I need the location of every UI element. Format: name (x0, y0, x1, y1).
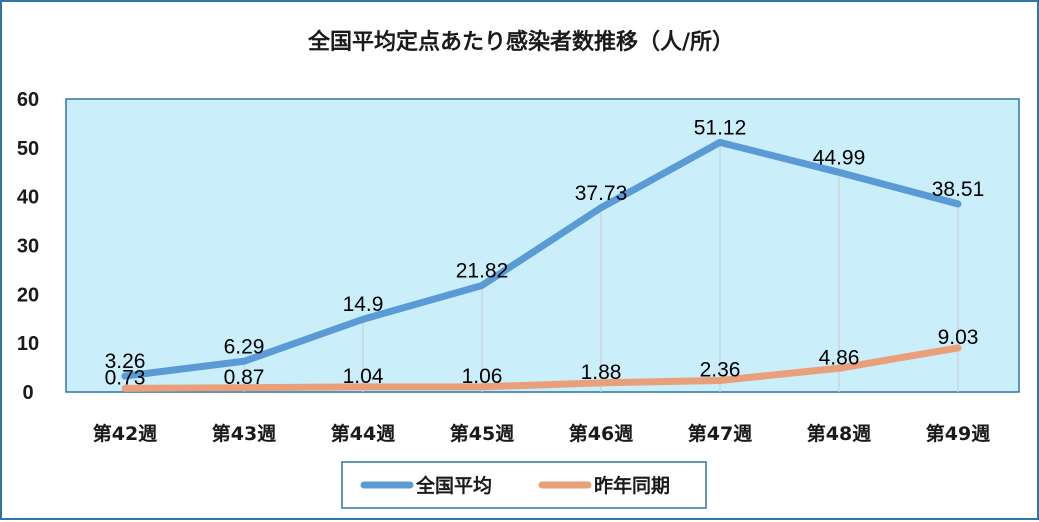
series-line-national-average (121, 138, 962, 380)
data-label: 1.06 (462, 365, 503, 388)
data-label: 44.99 (813, 146, 866, 169)
x-tick-label: 第46週 (569, 422, 633, 445)
y-tick-label: 60 (17, 89, 39, 111)
x-tick-label: 第42週 (93, 422, 157, 445)
chart-title: 全国平均定点あたり感染者数推移（人/所） (307, 29, 734, 55)
legend-label: 昨年同期 (594, 474, 670, 497)
y-tick-label: 20 (17, 284, 39, 306)
x-tick-label: 第49週 (926, 422, 990, 445)
data-label: 4.86 (819, 346, 860, 369)
x-tick-label: 第47週 (688, 422, 752, 445)
data-label: 9.03 (938, 326, 979, 349)
data-label: 21.82 (456, 259, 509, 282)
y-tick-label: 50 (17, 138, 39, 160)
data-label: 51.12 (694, 116, 747, 139)
y-tick-label: 10 (17, 333, 39, 355)
y-tick-label: 40 (17, 187, 39, 209)
data-label: 2.36 (700, 358, 741, 381)
data-label: 38.51 (932, 178, 985, 201)
x-tick-label: 第43週 (212, 422, 276, 445)
data-label: 6.29 (224, 335, 265, 358)
x-axis: 第42週 第43週 第44週 第45週 第46週 第47週 第48週 第49週 (93, 422, 990, 445)
data-label: 1.04 (343, 365, 384, 388)
data-label: 1.88 (581, 361, 622, 384)
data-label: 14.9 (343, 293, 384, 316)
data-label: 0.73 (105, 366, 146, 389)
series-lines (121, 138, 962, 392)
legend: 全国平均 昨年同期 (341, 461, 707, 509)
series-line-last-year (121, 344, 962, 392)
data-label: 0.87 (224, 366, 265, 389)
x-tick-label: 第45週 (450, 422, 514, 445)
x-tick-label: 第48週 (807, 422, 871, 445)
legend-label: 全国平均 (415, 474, 492, 497)
data-labels: 3.26 6.29 14.9 21.82 37.73 51.12 44.99 38.51 0.7… (105, 116, 985, 389)
data-label: 37.73 (575, 182, 628, 205)
y-tick-label: 0 (22, 382, 33, 404)
x-tick-label: 第44週 (331, 422, 395, 445)
data-label: 3.26 (105, 350, 146, 373)
y-axis: 0 10 20 30 40 50 60 (17, 89, 39, 404)
y-tick-label: 30 (17, 236, 39, 258)
